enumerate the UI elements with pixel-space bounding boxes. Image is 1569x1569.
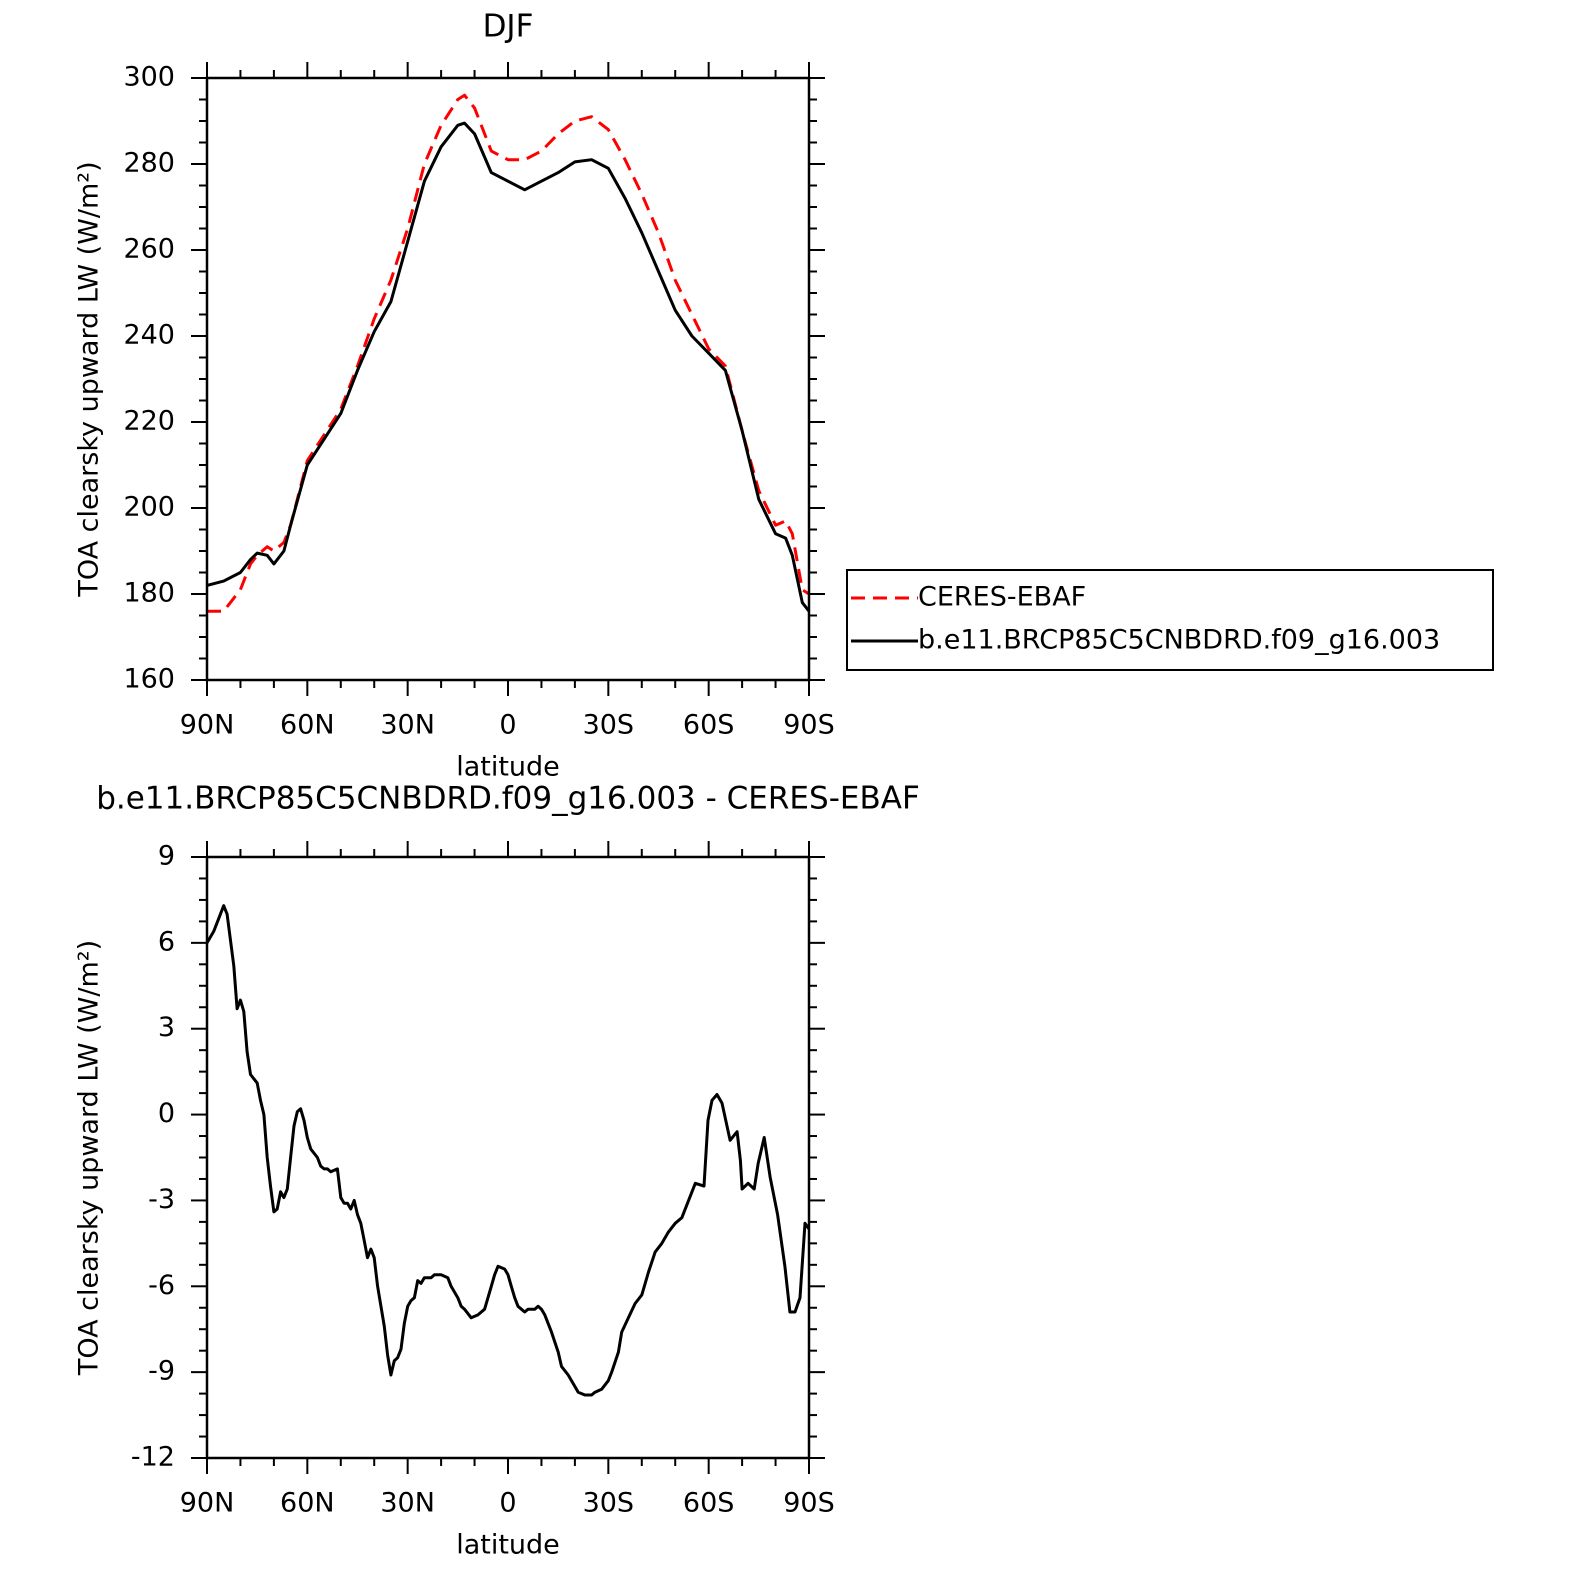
y-tick-label: 260: [123, 234, 175, 265]
y-axis-label: TOA clearsky upward LW (W/m²): [74, 940, 105, 1376]
y-tick-label: 160: [123, 664, 175, 695]
x-tick-label: 0: [499, 710, 516, 741]
x-axis-label: latitude: [456, 1530, 560, 1561]
y-tick-label: 240: [123, 320, 175, 351]
x-tick-label: 90N: [180, 710, 235, 741]
x-tick-label: 30N: [380, 710, 435, 741]
y-tick-label: 0: [158, 1098, 175, 1129]
plot-frame: [205, 76, 811, 682]
chart-title: DJF: [483, 9, 534, 45]
y-tick-label: 200: [123, 492, 175, 523]
y-tick-label: 280: [123, 148, 175, 179]
y-axis-label: TOA clearsky upward LW (W/m²): [74, 161, 105, 597]
y-tick-label: -9: [148, 1356, 175, 1387]
x-tick-label: 60N: [280, 710, 335, 741]
x-tick-label: 30N: [380, 1488, 435, 1519]
line: [205, 904, 811, 1397]
y-tick-label: 220: [123, 406, 175, 437]
y-tick-label: 9: [158, 841, 175, 872]
y-tick-label: -6: [148, 1270, 175, 1301]
line: [207, 93, 810, 613]
y-tick-label: 6: [158, 926, 175, 957]
y-tick-label: -3: [148, 1184, 175, 1215]
y-tick-label: 3: [158, 1012, 175, 1043]
y-tick-label: 180: [123, 578, 175, 609]
x-tick-label: 60S: [683, 1488, 735, 1519]
x-tick-label: 60N: [280, 1488, 335, 1519]
x-tick-label: 0: [499, 1488, 516, 1519]
y-tick-label: 300: [123, 62, 175, 93]
x-tick-label: 90N: [180, 1488, 235, 1519]
x-axis-label: latitude: [456, 752, 560, 783]
x-tick-label: 30S: [583, 710, 635, 741]
legend-label: b.e11.BRCP85C5CNBDRD.f09_g16.003: [918, 625, 1440, 656]
x-tick-label: 30S: [583, 1488, 635, 1519]
chart-title: b.e11.BRCP85C5CNBDRD.f09_g16.003 - CERES…: [96, 781, 920, 817]
plot-frame: [205, 855, 811, 1460]
legend-box: [846, 569, 1494, 671]
x-tick-label: 90S: [783, 710, 835, 741]
legend-label: CERES-EBAF: [918, 582, 1086, 613]
line: [206, 121, 811, 613]
x-tick-label: 90S: [783, 1488, 835, 1519]
x-tick-label: 60S: [683, 710, 735, 741]
y-tick-label: -12: [131, 1442, 175, 1473]
